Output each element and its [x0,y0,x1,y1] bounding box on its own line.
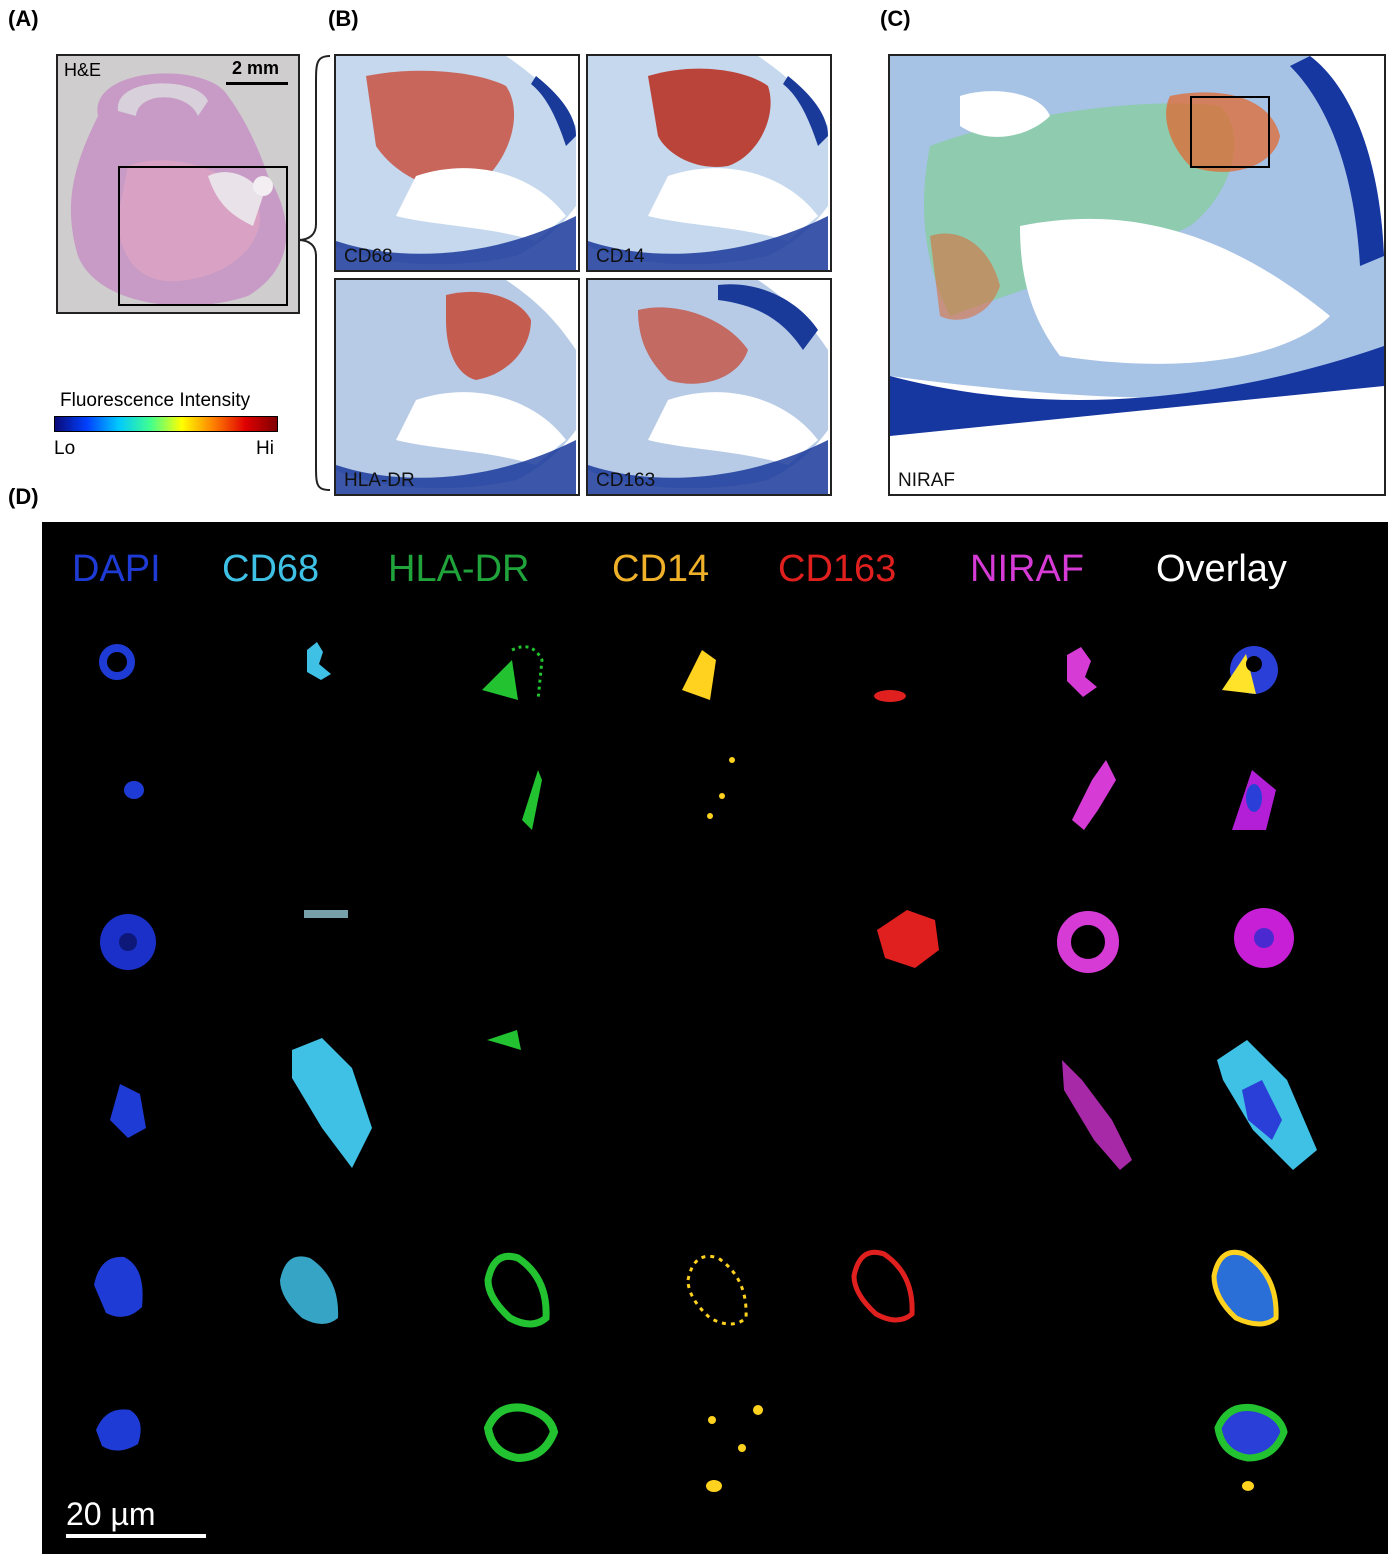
channel-niraf-label: NIRAF [970,548,1084,590]
panel-b-label: (B) [328,6,359,31]
cell-row-1 [99,642,1278,702]
heatmap-cd163-drawing [588,280,830,494]
channel-cd163-label: CD163 [778,548,897,590]
channel-cd68-label: CD68 [222,548,320,590]
niraf-roi-box [1190,96,1270,168]
cell-row-5 [94,1249,1279,1328]
colorbar-title: Fluorescence Intensity [60,390,251,411]
he-tissue-drawing [58,56,298,312]
map-niraf: NIRAF [888,54,1386,496]
panel-a-label: (A) [8,6,39,31]
colorbar-lo-label: Lo [54,438,76,459]
cell-row-2 [124,757,1276,830]
heatmap-hla-dr-drawing [336,280,578,494]
map-hla-dr-label: HLA-DR [344,470,415,491]
channel-hla-dr-label: HLA-DR [388,548,530,590]
map-cd14: CD14 [586,54,832,272]
channel-cd14-label: CD14 [612,548,710,590]
map-cd163-label: CD163 [596,470,656,491]
channel-dapi-label: DAPI [72,548,161,590]
cell-row-6 [96,1403,1288,1492]
scale-bar-label: 20 µm [66,1496,156,1532]
he-stain-image: H&E 2 mm [56,54,300,314]
heatmap-cd68-drawing [336,56,578,270]
channel-overlay-label: Overlay [1156,548,1287,590]
map-cd68: CD68 [334,54,580,272]
he-scale-label: 2 mm [232,58,280,78]
map-niraf-label: NIRAF [898,470,955,491]
bracket-connector [297,55,331,491]
colorbar-hi-label: Hi [256,438,274,459]
map-cd68-label: CD68 [344,246,393,267]
map-hla-dr: HLA-DR [334,278,580,496]
panel-d-label: (D) [8,484,39,509]
cell-row-3 [100,908,1294,973]
heatmap-cd14-drawing [588,56,830,270]
cell-images-grid [94,642,1317,1492]
he-stain-label: H&E [64,60,102,80]
colorbar-gradient [54,416,278,432]
he-scale-bar [226,82,288,85]
he-roi-box [118,166,288,306]
heatmap-niraf-drawing [890,56,1384,494]
microscopy-panel [42,522,1388,1554]
panel-c-label: (C) [880,6,911,31]
map-cd14-label: CD14 [596,246,645,267]
cell-row-4 [110,1030,1317,1170]
scale-bar [66,1534,206,1538]
map-cd163: CD163 [586,278,832,496]
